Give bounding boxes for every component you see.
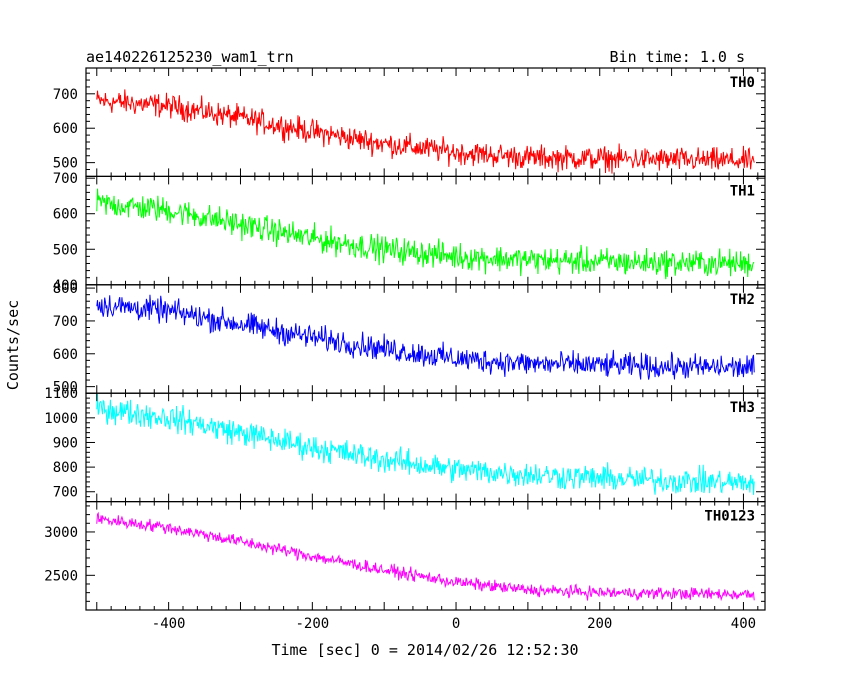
x-axis-label: Time [sec] 0 = 2014/02/26 12:52:30 (271, 641, 578, 659)
y-tick-label-th3: 900 (53, 435, 78, 451)
series-th0 (96, 89, 755, 174)
y-tick-label-th2: 600 (53, 347, 78, 363)
panel-frame-th0123 (85, 501, 766, 611)
series-th3 (96, 393, 755, 495)
panel-frame-th1 (85, 175, 766, 286)
y-tick-label-th2: 500 (53, 380, 78, 396)
panel-frame-th2 (85, 284, 766, 394)
bin-time-label: Bin time: 1.0 s (610, 48, 745, 66)
y-tick-label-th1: 600 (53, 207, 78, 223)
y-tick-label-th3: 1000 (44, 411, 78, 427)
y-tick-label-th1: 400 (53, 278, 78, 294)
series-th1 (96, 188, 755, 280)
y-tick-label-th0: 500 (53, 156, 78, 172)
series-th0123 (96, 511, 755, 602)
panel-th0: TH0 500 600 700 (53, 67, 766, 178)
panel-label-th2: TH2 (730, 292, 755, 308)
x-tick-label: -400 (152, 616, 186, 632)
panel-label-th3: TH3 (730, 400, 755, 416)
y-tick-label-th0123: 2500 (44, 568, 78, 584)
y-tick-label-th3: 800 (53, 460, 78, 476)
y-tick-label-th0123: 3000 (44, 525, 78, 541)
y-tick-label-th0: 600 (53, 121, 78, 137)
y-tick-label-th3: 700 (53, 485, 78, 501)
panel-label-th0: TH0 (730, 75, 755, 91)
x-tick-label: 400 (731, 616, 756, 632)
chart-title: ae140226125230_wam1_trn (86, 48, 294, 66)
panel-th2: TH2 500 600 700 800 (53, 281, 766, 396)
x-tick-label: 0 (452, 616, 460, 632)
y-tick-label-th0: 700 (53, 87, 78, 103)
panel-label-th0123: TH0123 (704, 509, 755, 525)
y-tick-label-th1: 500 (53, 242, 78, 258)
y-tick-label-th2: 800 (53, 281, 78, 297)
y-tick-label-th3: 1100 (44, 386, 78, 402)
panel-frame-th3 (85, 392, 766, 503)
y-axis-label: Counts/sec (4, 300, 22, 390)
x-tick-label: 200 (587, 616, 612, 632)
panel-label-th1: TH1 (730, 183, 755, 199)
series-th2 (96, 294, 755, 380)
panel-th3: TH3 700 800 900 1000 1100 (44, 386, 766, 503)
panels: TH0 500 600 700 TH1 400 500 600 700 TH2 500 600 700 8… (44, 67, 766, 632)
x-tick-label: -200 (295, 616, 329, 632)
panel-th1: TH1 400 500 600 700 (53, 171, 766, 294)
y-tick-label-th2: 700 (53, 314, 78, 330)
y-tick-label-th1: 700 (53, 171, 78, 187)
panel-th0123: TH0123 2500 3000 (44, 501, 766, 611)
